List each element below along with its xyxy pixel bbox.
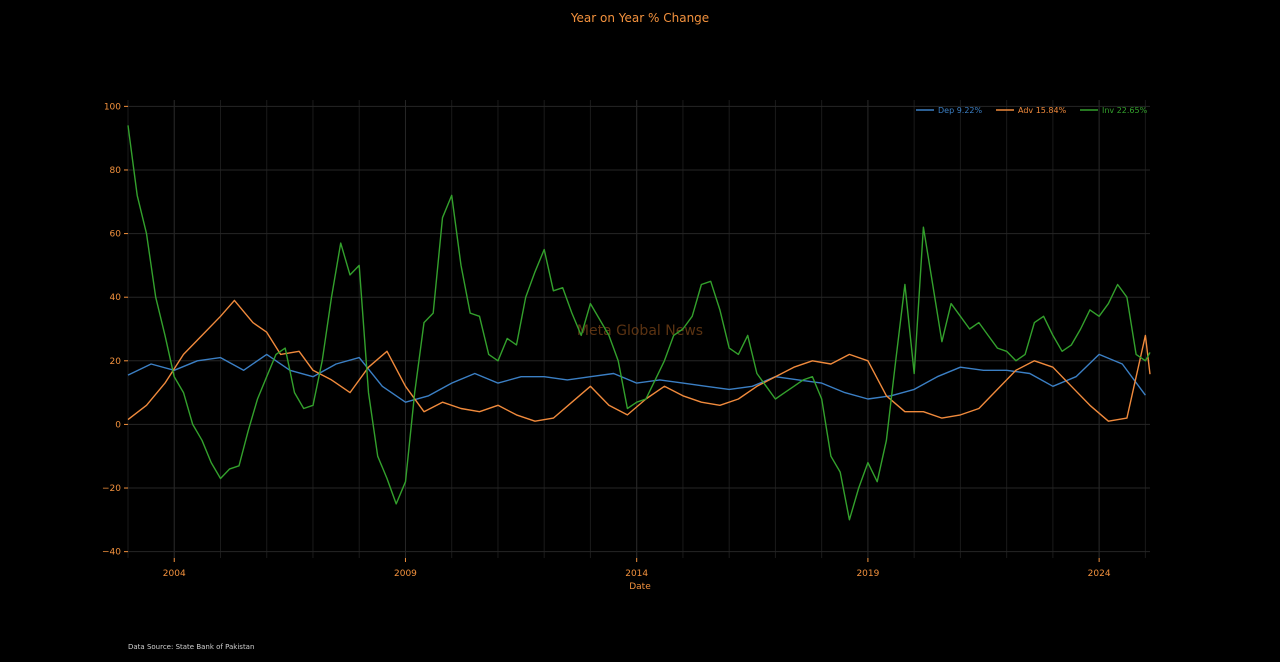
y-tick-label: 40: [110, 293, 122, 303]
y-tick-label: 20: [110, 357, 122, 367]
x-axis-label: Date: [629, 582, 651, 592]
y-tick-label: 0: [115, 420, 121, 430]
x-tick-label: 2024: [1088, 569, 1111, 579]
series-line-2: [127, 125, 1151, 521]
axes: 100 80 60 40 20 0 −20 −40 2004 2009 2014 2019 2024: [102, 102, 1111, 579]
y-tick-label: 60: [110, 230, 122, 240]
series-line-0: [127, 353, 1146, 403]
series-line-1: [127, 299, 1151, 422]
legend-label: Dep 9.22%: [938, 106, 983, 115]
y-tick-label: −40: [102, 548, 121, 558]
legend: Dep 9.22% Adv 15.84% Inv 22.65%: [916, 106, 1148, 115]
series-lines: [127, 125, 1151, 521]
watermark: Meta Global News: [577, 323, 703, 339]
legend-label: Inv 22.65%: [1102, 106, 1148, 115]
x-tick-label: 2004: [163, 569, 186, 579]
data-source-note: Data Source: State Bank of Pakistan: [128, 643, 254, 651]
legend-label: Adv 15.84%: [1018, 106, 1067, 115]
y-tick-label: 80: [110, 166, 122, 176]
y-tick-label: −20: [102, 484, 121, 494]
x-tick-label: 2014: [625, 569, 648, 579]
x-tick-label: 2009: [394, 569, 417, 579]
y-tick-label: 100: [104, 102, 121, 112]
chart-title: Year on Year % Change: [570, 11, 709, 25]
x-tick-label: 2019: [856, 569, 879, 579]
